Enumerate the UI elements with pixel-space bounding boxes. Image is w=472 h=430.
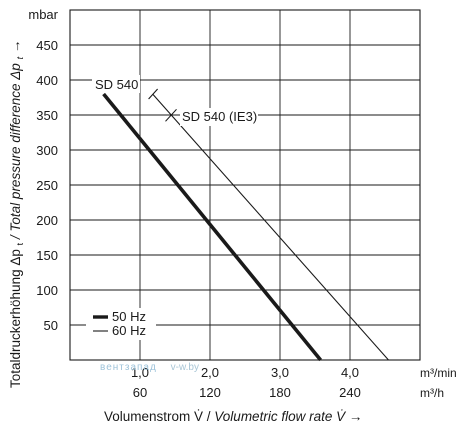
series-line-sd540-ie3-60hz [152,93,389,361]
watermark-domain: v-w.by [171,362,199,373]
series-layer [102,92,389,362]
x-primary-tick-label: 2,0 [201,365,219,380]
x-primary-tick-label: 4,0 [341,365,359,380]
annotation-bg-sd540-ie3 [180,108,258,126]
x-secondary-tick-labels: 60 120 180 240 [133,385,361,400]
y-tick-label: 350 [36,108,58,123]
plot-frame [69,9,421,361]
grid [70,10,420,360]
y-tick-label: 250 [36,178,58,193]
x-secondary-tick-label: 240 [339,385,361,400]
y-tick-label: 200 [36,213,58,228]
x-axis-title: Volumenstrom V̇ / Volumetric flow rate V… [104,409,362,424]
x-secondary-tick-label: 60 [133,385,147,400]
x-axis-title-en: Volumetric flow rate V̇ [214,409,347,424]
y-tick-labels: 50 100 150 200 250 300 350 400 450 [36,38,58,333]
x-primary-unit: m³/min [420,366,457,380]
watermark-text: вентзапад v-w.by [100,362,199,373]
y-axis-title-sub2: t [15,56,25,59]
y-tick-label: 300 [36,143,58,158]
y-axis-title-en: / Total pressure difference Δp [8,63,23,240]
legend: 50 Hz 60 Hz [86,308,156,340]
x-primary-tick-label: 3,0 [271,365,289,380]
legend-background [86,308,156,340]
legend-label-60hz: 60 Hz [112,323,146,338]
x-secondary-unit: m³/h [420,386,444,400]
annotations-layer: SD 540 SD 540 (IE3) [92,75,258,126]
annotation-marker-ie3 [165,108,177,122]
y-unit-label: mbar [28,7,58,22]
y-axis-title-de: Totaldruckerhöhung Δp [8,249,23,388]
series-line-sd540-50hz [102,92,322,362]
annotation-bg-sd540 [92,75,140,93]
y-tick-label: 100 [36,283,58,298]
x-secondary-tick-label: 120 [199,385,221,400]
y-tick-label: 150 [36,248,58,263]
x-axis-title-arrow: → [349,409,363,424]
legend-label-50hz: 50 Hz [112,309,146,324]
x-axis-title-de: Volumenstrom V̇ / [104,409,214,424]
y-axis-title-sub1: t [15,242,25,245]
y-tick-label: 400 [36,73,58,88]
y-tick-label: 450 [36,38,58,53]
annotation-sd540-ie3: SD 540 (IE3) [182,109,257,124]
series-start-marker [148,88,159,100]
x-primary-tick-labels: 1,0 2,0 3,0 4,0 [131,365,359,380]
y-axis-title: Totaldruckerhöhung Δp t / Total pressure… [8,40,26,388]
x-secondary-tick-label: 180 [269,385,291,400]
y-tick-label: 50 [44,318,58,333]
annotation-sd540: SD 540 [95,77,138,92]
y-axis-title-arrow: → [8,40,23,54]
watermark-brand: вентзапад [100,362,157,373]
x-primary-tick-label: 1,0 [131,365,149,380]
